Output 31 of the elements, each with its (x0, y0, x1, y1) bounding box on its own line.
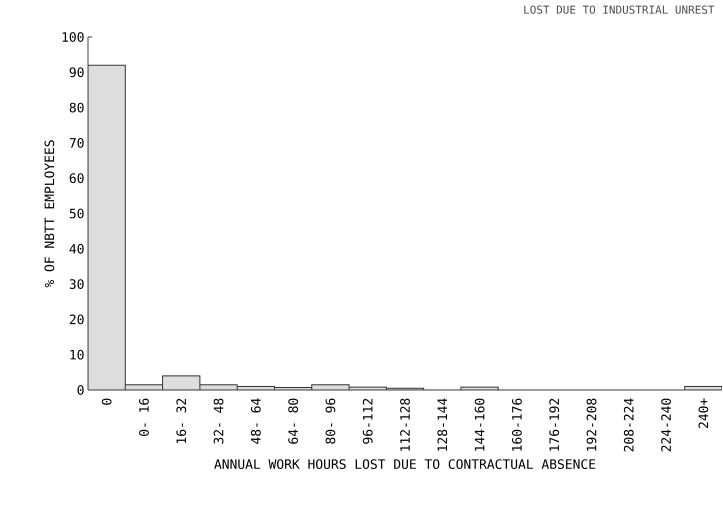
y-tick-label: 0 (78, 385, 84, 395)
x-tick-label: 96-112 (362, 398, 373, 444)
y-tick-label: 70 (70, 138, 84, 148)
x-tick-label: 16- 32 (176, 398, 186, 443)
x-tick-label: 128-144 (437, 398, 448, 451)
y-tick-label: 40 (70, 244, 84, 254)
y-tick-label: 30 (70, 279, 84, 289)
y-tick-label: 80 (70, 102, 84, 112)
x-tick-label: 208-224 (624, 398, 634, 452)
x-axis-title: ANNUAL WORK HOURS LOST DUE TO CONTRACTUAL ABSENCE (214, 459, 596, 469)
x-tick-label: 224-240 (661, 398, 671, 452)
x-tick-label: 0 (102, 398, 112, 405)
y-tick-label: 20 (70, 314, 84, 324)
x-tick-label: 64- 80 (288, 398, 298, 444)
x-tick-label: 176-192 (549, 398, 560, 451)
y-tick-label: 90 (70, 67, 84, 78)
x-tick-label: 48- 64 (250, 398, 261, 444)
y-tick-label: 100 (62, 32, 84, 42)
x-tick-label: 160-176 (512, 398, 522, 451)
y-tick-label: 60 (70, 173, 84, 184)
x-tick-label: 192-208 (586, 398, 596, 451)
chart-title: LOST DUE TO INDUSTRIAL UNREST (524, 6, 714, 14)
x-tick-label: 0- 16 (139, 398, 149, 436)
y-tick-label: 50 (70, 208, 84, 218)
x-tick-label: 144-160 (474, 398, 484, 451)
x-tick-label: 80- 96 (326, 398, 336, 444)
y-axis-title: % OF NBTT EMPLOYEES (44, 140, 54, 288)
x-tick-label: 240+ (698, 398, 708, 428)
x-tick-label: 32- 48 (214, 398, 224, 444)
x-tick-label: 112-128 (400, 398, 410, 451)
y-tick-label: 10 (70, 350, 84, 360)
